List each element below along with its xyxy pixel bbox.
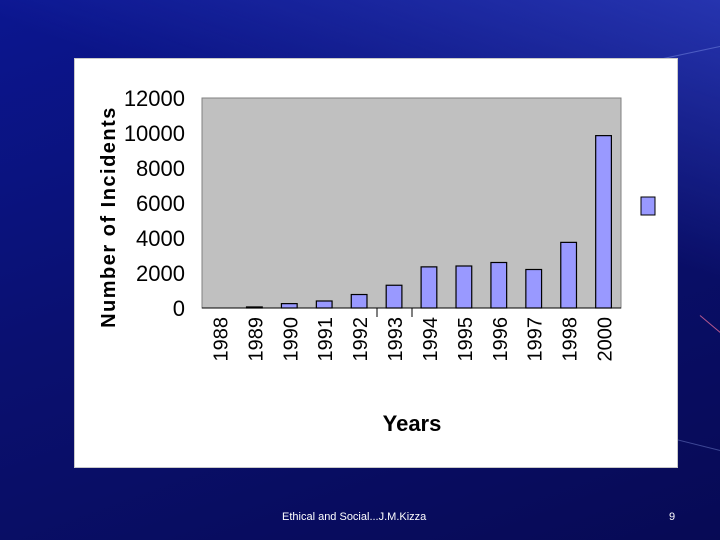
y-tick-label: 2000 xyxy=(136,261,185,286)
x-tick-label: 1988 xyxy=(210,317,232,362)
y-tick-label: 10000 xyxy=(124,121,185,146)
x-tick-label: 1995 xyxy=(455,317,477,362)
x-tick-label: 1993 xyxy=(385,317,407,362)
bar-1997 xyxy=(525,268,543,309)
bar-1990 xyxy=(280,303,298,309)
chart-panel: Number of Incidents 12000 10000 8000 6000 40… xyxy=(74,58,678,468)
x-tick-label: 1997 xyxy=(525,317,547,362)
bar-1991 xyxy=(315,300,333,309)
y-tick-label: 6000 xyxy=(136,191,185,216)
x-tick-label: 1998 xyxy=(560,317,582,362)
y-tick-label: 0 xyxy=(173,296,185,321)
x-tick-label: 1994 xyxy=(420,317,442,362)
x-axis-label: Years xyxy=(383,411,442,436)
incident-bar-chart: Number of Incidents 12000 10000 8000 6000 40… xyxy=(98,86,656,436)
bar-1992 xyxy=(350,293,368,309)
x-tick-label: 1990 xyxy=(280,317,302,362)
x-tick-label: 1996 xyxy=(490,317,512,362)
x-tick-label: 1989 xyxy=(245,317,267,362)
y-tick-label: 8000 xyxy=(136,156,185,181)
footer-text: Ethical and Social...J.M.Kizza xyxy=(282,511,427,523)
bar-2000 xyxy=(595,135,612,309)
legend-key xyxy=(640,196,656,216)
y-axis-label: Number of Incidents xyxy=(98,106,120,328)
y-tick-label: 4000 xyxy=(136,226,185,251)
bar-1995 xyxy=(455,265,473,309)
slide-number: 9 xyxy=(669,511,676,523)
bar-1993 xyxy=(385,284,403,309)
y-tick-label: 12000 xyxy=(124,86,185,111)
x-tick-label: 1992 xyxy=(350,317,372,362)
x-tick-label: 1991 xyxy=(315,317,337,362)
bar-1996 xyxy=(490,261,508,309)
x-tick-label: 2000 xyxy=(595,317,617,362)
bar-1998 xyxy=(560,241,578,309)
plot-area xyxy=(201,97,622,309)
background-streak xyxy=(699,315,720,342)
bar-1994 xyxy=(420,266,438,309)
